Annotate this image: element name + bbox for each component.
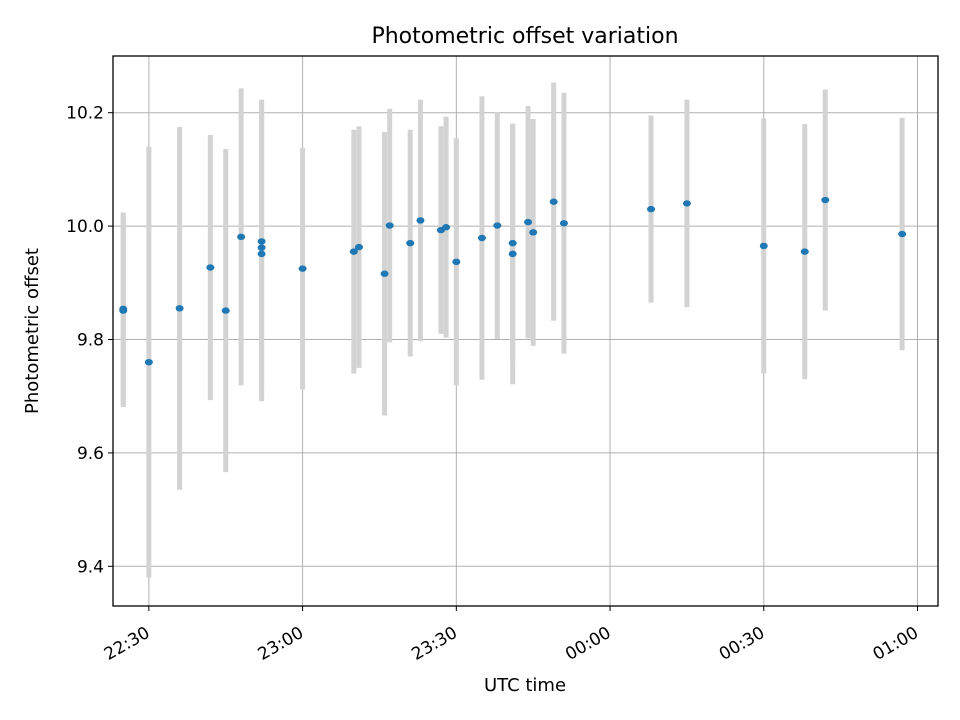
- data-point: [257, 244, 266, 251]
- data-point: [406, 239, 415, 247]
- data-point: [508, 239, 517, 247]
- data-point: [380, 270, 389, 277]
- y-tick-label: 10.0: [66, 217, 104, 237]
- data-point: [442, 224, 451, 231]
- data-point: [416, 217, 425, 224]
- data-point: [298, 265, 307, 272]
- data-point: [175, 305, 184, 312]
- y-axis-ticks: 9.4 9.6 9.8 10.0 10.2: [66, 104, 113, 577]
- y-tick-label: 9.8: [77, 331, 104, 351]
- data-point: [559, 220, 568, 227]
- y-axis-label: Photometric offset: [22, 248, 43, 414]
- data-point: [257, 250, 266, 258]
- data-point: [452, 258, 461, 266]
- data-point: [385, 222, 394, 229]
- chart-title: Photometric offset variation: [371, 24, 678, 49]
- data-point: [206, 264, 215, 271]
- data-point: [257, 238, 266, 245]
- data-point: [221, 307, 230, 314]
- data-point: [524, 218, 533, 226]
- data-point: [529, 229, 538, 236]
- data-point: [144, 358, 153, 366]
- y-tick-label: 9.6: [77, 444, 104, 464]
- data-point: [349, 248, 358, 255]
- x-axis-label: UTC time: [484, 675, 566, 696]
- data-point: [898, 230, 907, 238]
- data-point: [237, 233, 246, 241]
- plot-frame: [112, 55, 939, 607]
- data-point: [477, 234, 486, 242]
- data-point: [800, 248, 809, 255]
- data-point: [647, 205, 656, 213]
- data-point: [119, 305, 128, 313]
- data-point: [682, 200, 691, 207]
- data-points: [119, 196, 907, 366]
- data-point: [549, 198, 558, 205]
- y-tick-label: 10.2: [66, 104, 104, 124]
- data-point: [759, 242, 768, 250]
- data-point: [493, 222, 502, 229]
- data-point: [354, 243, 363, 251]
- data-point: [821, 196, 830, 204]
- y-tick-label: 9.4: [77, 557, 104, 577]
- data-point: [508, 250, 517, 258]
